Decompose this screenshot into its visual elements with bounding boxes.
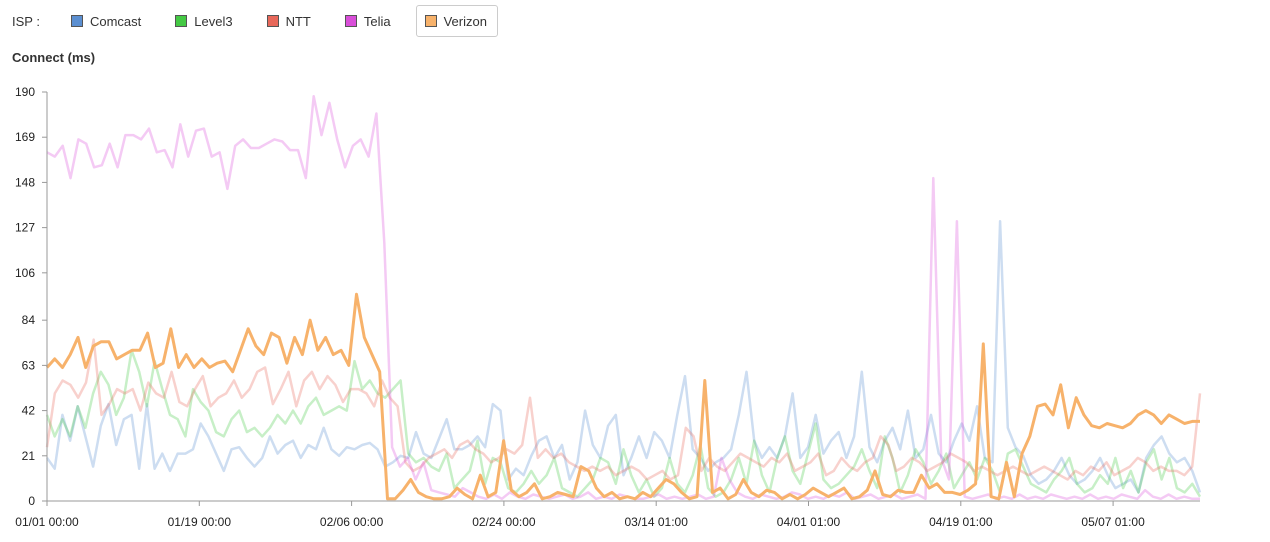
y-tick-label: 84 xyxy=(22,313,36,327)
series-line-comcast[interactable] xyxy=(45,219,1202,494)
legend-text-ntt: NTT xyxy=(285,13,311,29)
legend-swatch-comcast xyxy=(70,15,83,27)
legend-swatch-ntt xyxy=(266,15,279,27)
legend-item-level3[interactable]: Level3 xyxy=(166,5,243,37)
y-tick-label: 0 xyxy=(28,494,35,508)
x-tick-label: 04/01 01:00 xyxy=(777,515,841,529)
y-tick-label: 148 xyxy=(15,175,35,189)
series-line-telia[interactable] xyxy=(46,95,1200,501)
y-tick-label: 169 xyxy=(15,130,35,144)
y-axis-title: Connect (ms) xyxy=(12,50,96,65)
series-line-ntt[interactable] xyxy=(45,338,1202,481)
legend-text-comcast: Comcast xyxy=(89,13,142,29)
legend-item-ntt[interactable]: NTT xyxy=(258,5,322,37)
legend-text-level3: Level3 xyxy=(194,13,233,29)
y-tick-label: 63 xyxy=(22,358,36,372)
legend-item-verizon[interactable]: Verizon xyxy=(415,5,498,37)
legend-item-telia[interactable]: Telia xyxy=(336,5,402,37)
x-tick-label: 01/19 00:00 xyxy=(168,515,232,529)
series-line-verizon[interactable] xyxy=(45,292,1200,501)
y-tick-label: 127 xyxy=(15,221,35,235)
legend-swatch-verizon xyxy=(424,15,437,27)
x-tick-label: 02/24 00:00 xyxy=(472,515,536,529)
y-tick-label: 106 xyxy=(15,266,35,280)
legend-text-verizon: Verizon xyxy=(443,13,487,29)
y-tick-label: 42 xyxy=(22,404,36,418)
x-tick-label: 01/01 00:00 xyxy=(15,515,79,529)
y-axis-ticks: 0 21 42 63 84 106 127 148 169 190 xyxy=(15,85,47,508)
legend-swatch-level3 xyxy=(175,15,188,27)
x-axis-ticks: 01/01 00:00 01/19 00:00 02/06 00:00 02/24 0… xyxy=(15,501,1145,529)
x-tick-label: 03/14 01:00 xyxy=(624,515,688,529)
legend: ISP : Comcast Level3 NTT Telia Verizon xyxy=(12,4,512,38)
x-tick-label: 02/06 00:00 xyxy=(320,515,384,529)
legend-label: ISP : xyxy=(12,13,40,29)
series-line-level3[interactable] xyxy=(45,349,1202,498)
legend-swatch-telia xyxy=(344,15,357,27)
y-tick-label: 190 xyxy=(15,85,35,99)
y-tick-label: 21 xyxy=(22,449,36,463)
series-lines xyxy=(45,95,1202,501)
x-tick-label: 05/07 01:00 xyxy=(1081,515,1145,529)
legend-text-telia: Telia xyxy=(363,13,391,29)
legend-item-comcast[interactable]: Comcast xyxy=(62,5,152,37)
x-tick-label: 04/19 01:00 xyxy=(929,515,993,529)
